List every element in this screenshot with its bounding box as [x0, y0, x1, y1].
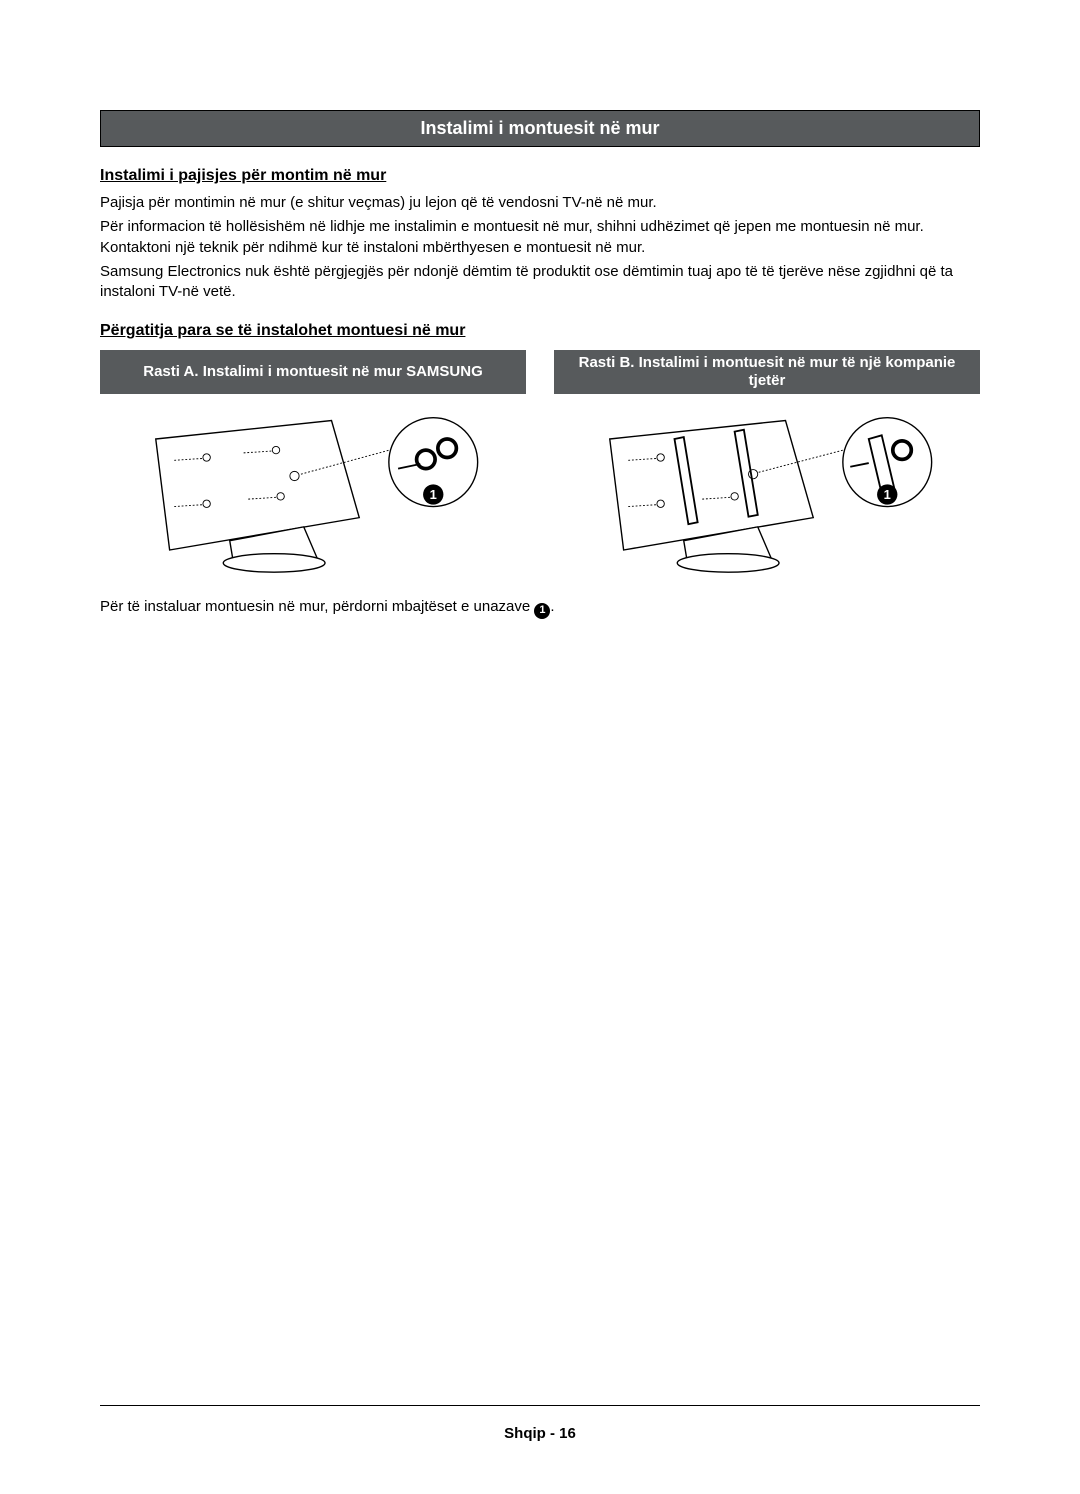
- page-footer: Shqip - 16: [0, 1425, 1080, 1442]
- section1-p2: Për informacion të hollësishëm në lidhje…: [100, 217, 980, 258]
- caption-prefix: Për të instaluar montuesin në mur, përdo…: [100, 598, 534, 615]
- figure-caption: Për të instaluar montuesin në mur, përdo…: [100, 597, 980, 618]
- section1-p1: Pajisja për montimin në mur (e shitur ve…: [100, 193, 980, 213]
- figure-row: Rasti A. Instalimi i montuesit në mur SA…: [100, 350, 980, 587]
- section1-p3: Samsung Electronics nuk është përgjegjës…: [100, 262, 980, 303]
- figure-col-a-header: Rasti A. Instalimi i montuesit në mur SA…: [100, 350, 526, 394]
- footer-rule: [100, 1405, 980, 1406]
- section1-heading: Instalimi i pajisjes për montim në mur: [100, 167, 980, 185]
- figure-a-illustration: 1: [100, 402, 526, 587]
- page-title-bar: Instalimi i montuesit në mur: [100, 110, 980, 147]
- caption-num-badge: 1: [534, 603, 550, 619]
- figure-col-b: Rasti B. Instalimi i montuesit në mur të…: [554, 350, 980, 587]
- section2-heading: Përgatitja para se të instalohet montues…: [100, 322, 980, 340]
- caption-suffix: .: [550, 598, 554, 615]
- figure-col-a: Rasti A. Instalimi i montuesit në mur SA…: [100, 350, 526, 587]
- figure-b-illustration: 1: [554, 402, 980, 587]
- callout-a-num: 1: [430, 487, 437, 502]
- callout-b-num: 1: [884, 487, 891, 502]
- figure-col-b-header: Rasti B. Instalimi i montuesit në mur të…: [554, 350, 980, 394]
